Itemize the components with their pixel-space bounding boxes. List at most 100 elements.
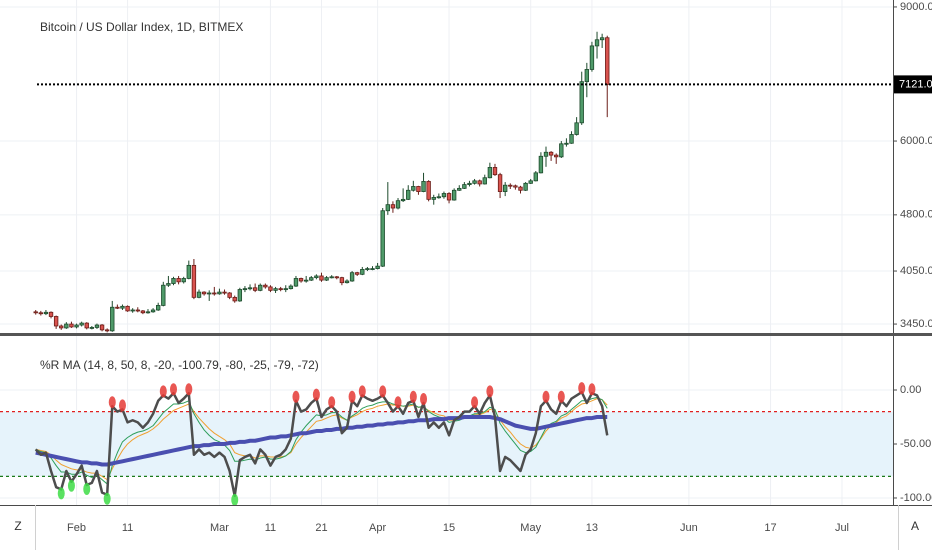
candle-body <box>74 324 79 328</box>
candle-body <box>472 180 477 184</box>
candle-body <box>497 174 503 192</box>
candle-body <box>436 196 442 199</box>
candle-body <box>110 306 115 332</box>
overbought-marker <box>379 385 387 398</box>
candle-body <box>492 167 498 176</box>
last-price-label: 7121.03 <box>899 78 932 90</box>
candle-body <box>161 284 166 306</box>
candle-body <box>125 305 130 312</box>
candle-body <box>145 311 151 314</box>
candle-body <box>156 305 161 311</box>
candle-body <box>584 69 590 83</box>
candle-body <box>53 316 59 327</box>
candle-body <box>242 288 248 291</box>
overbought-marker <box>578 382 586 395</box>
overbought-marker <box>588 383 596 396</box>
candle-body <box>487 167 493 179</box>
candle-body <box>207 292 212 295</box>
candle-body <box>227 292 232 298</box>
plot <box>0 31 893 506</box>
candle-body <box>421 181 426 192</box>
oversold-marker <box>57 487 65 500</box>
candle-body <box>135 309 140 312</box>
overbought-marker <box>118 399 126 412</box>
x-tick-label: Apr <box>369 522 386 534</box>
candle-body <box>115 306 120 309</box>
indicator-line <box>34 390 609 498</box>
candle-body <box>349 272 355 282</box>
candle-body <box>212 292 217 295</box>
candle-body <box>431 196 436 200</box>
overbought-marker <box>312 388 320 401</box>
candle-body <box>278 288 283 291</box>
x-tick-label: Feb <box>67 522 86 534</box>
candle-body <box>385 204 391 212</box>
x-tick-label: 17 <box>764 522 776 534</box>
candle-body <box>48 311 54 317</box>
overbought-marker <box>420 392 428 405</box>
candle-body <box>533 172 538 182</box>
candle-body <box>69 323 74 328</box>
candle-body <box>344 280 350 284</box>
candle-body <box>543 151 549 157</box>
candle-body <box>513 185 518 188</box>
overbought-marker <box>348 390 356 403</box>
y-tick-label: 9000.00 <box>900 1 932 13</box>
oversold-marker <box>67 479 75 492</box>
candle-body <box>594 39 600 47</box>
candle-body <box>237 289 243 302</box>
overbought-marker <box>557 390 565 403</box>
last-price-box <box>894 75 932 94</box>
oversold-marker <box>231 493 239 506</box>
overbought-marker <box>169 383 177 396</box>
candle-body <box>508 184 513 187</box>
candle-body <box>502 184 508 192</box>
oversold-marker <box>103 492 111 505</box>
y-tick-label: 0.00 <box>900 384 921 396</box>
candle-body <box>283 288 288 291</box>
candle-body <box>268 286 273 291</box>
candle-body <box>554 154 559 158</box>
indicator-line <box>35 414 608 467</box>
candle-body <box>314 275 319 279</box>
candle-body <box>84 322 89 329</box>
candle-body <box>523 182 528 191</box>
candle-body <box>324 277 329 281</box>
candle-body <box>339 277 345 284</box>
candle-body <box>130 309 135 312</box>
candle-body <box>273 288 278 291</box>
candle-body <box>599 37 605 41</box>
candle-body <box>171 278 176 284</box>
candle-body <box>457 187 462 191</box>
candle-body <box>426 181 431 200</box>
candle-body <box>59 325 64 329</box>
overbought-marker <box>471 396 479 409</box>
y-tick-label: -100.00 <box>900 492 932 504</box>
candle-body <box>390 204 396 209</box>
candle-body <box>38 312 44 315</box>
candle-body <box>451 189 457 201</box>
candle-body <box>334 276 339 279</box>
candle-body <box>406 189 411 200</box>
candle-body <box>329 276 334 279</box>
overbought-marker <box>185 383 193 396</box>
candle-body <box>441 193 447 198</box>
y-tick-label: 6000.00 <box>900 135 932 147</box>
candle-body <box>400 198 406 202</box>
y-tick-label: 4050.00 <box>900 265 932 277</box>
candle-body <box>365 268 370 270</box>
candle-body <box>411 186 416 191</box>
candle-body <box>375 265 380 269</box>
candle-body <box>462 184 467 189</box>
candle-body <box>288 285 294 290</box>
overbought-marker <box>358 385 366 398</box>
overbought-marker <box>409 390 417 403</box>
scale-button[interactable]: Z <box>14 519 21 533</box>
candle-body <box>548 151 554 156</box>
candle-body <box>186 264 191 279</box>
x-tick-label: 11 <box>122 522 133 534</box>
candle-body <box>191 264 197 298</box>
candle-body <box>309 277 314 281</box>
candle-body <box>467 182 472 185</box>
auto-scale-button[interactable]: A <box>911 519 919 533</box>
